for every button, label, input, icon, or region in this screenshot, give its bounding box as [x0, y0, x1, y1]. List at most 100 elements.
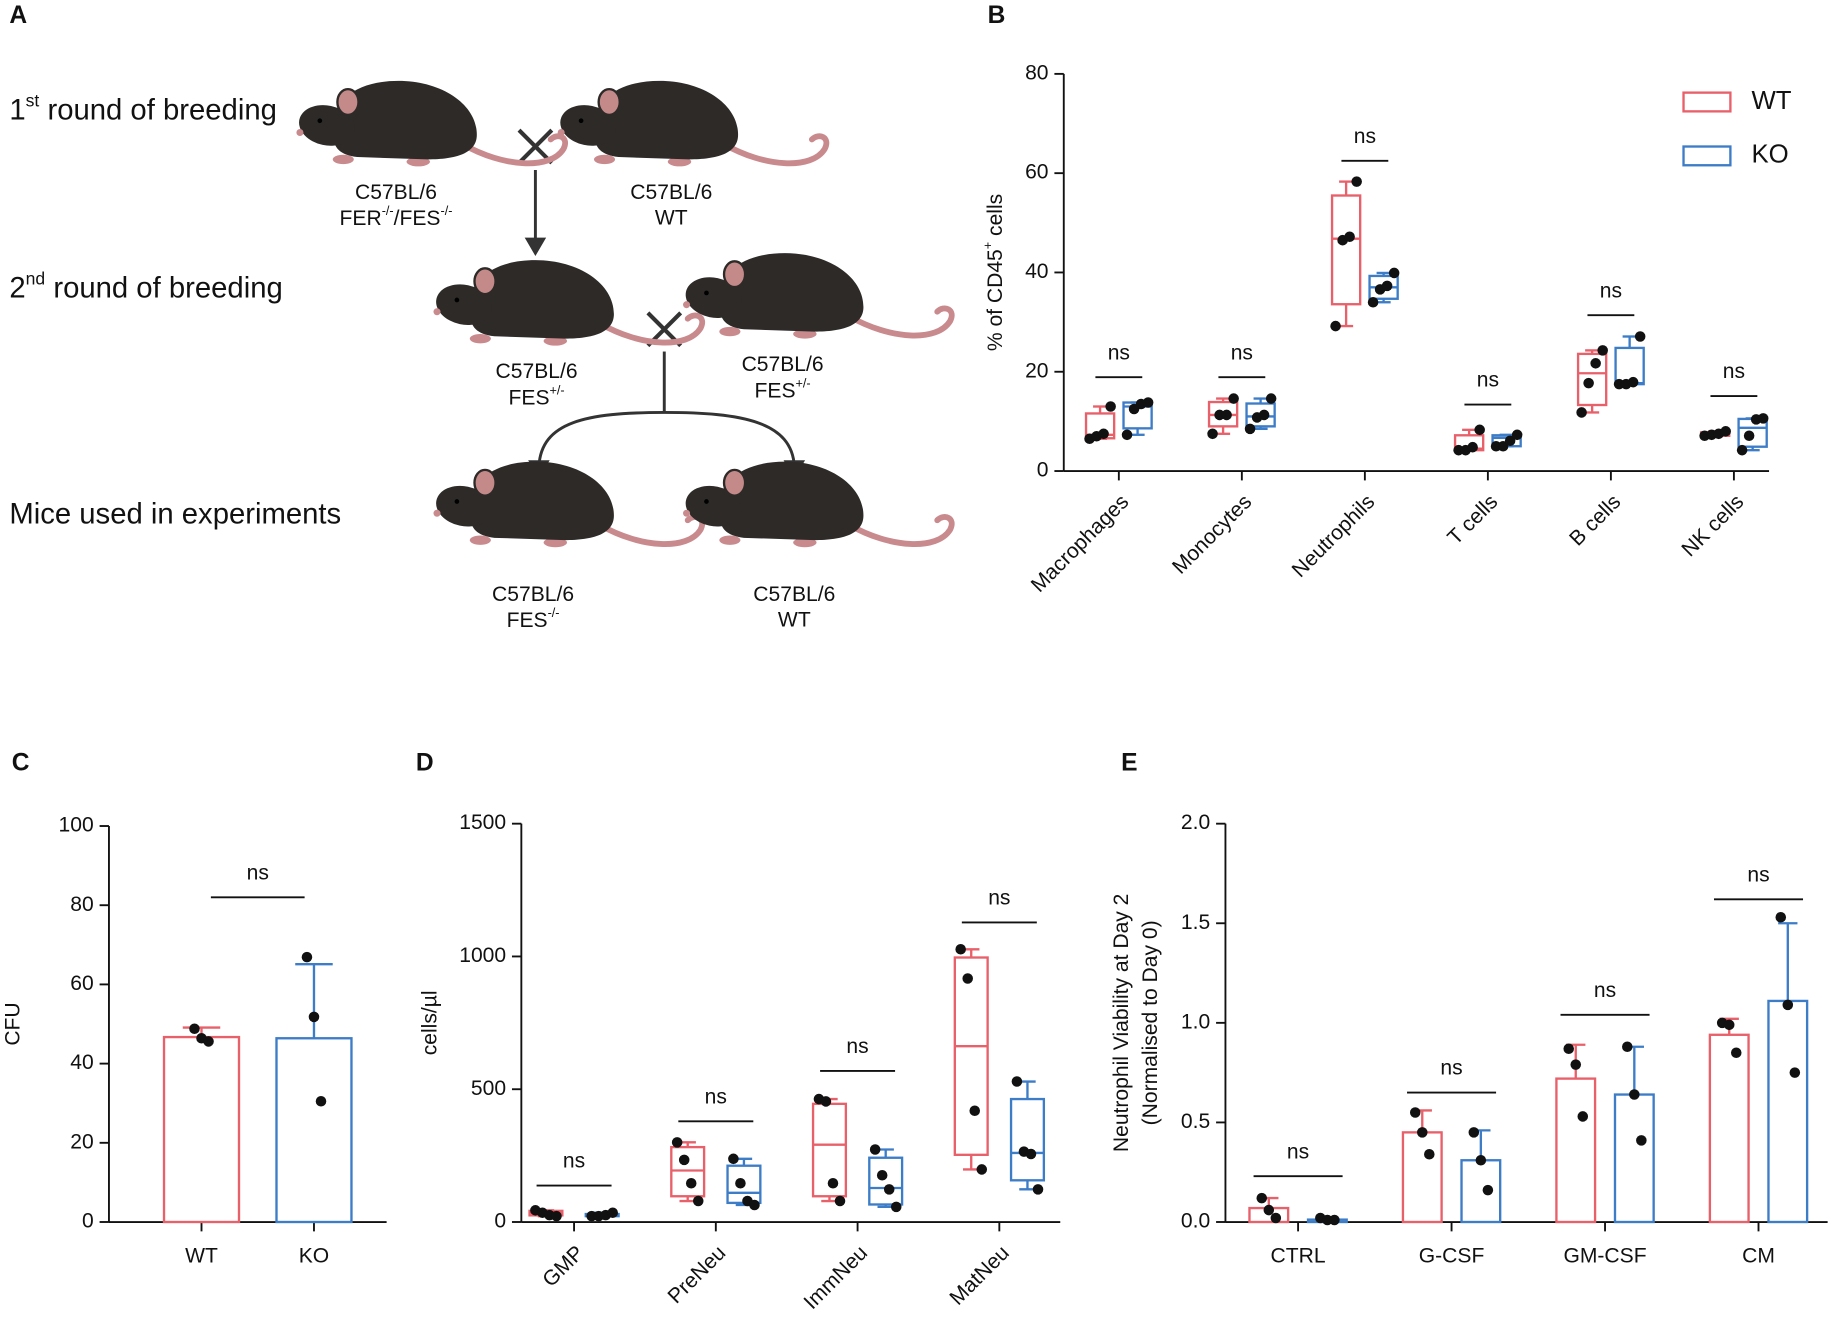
- significance-label: ns: [1440, 1057, 1462, 1080]
- legend-swatch: [1682, 91, 1732, 113]
- y-tick-label: 60: [1025, 161, 1048, 184]
- text-part: 2: [9, 271, 25, 304]
- y-tick-label: 2.0: [1181, 811, 1210, 834]
- data-point: [1270, 1212, 1282, 1224]
- mouse-label: C57BL/6: [753, 583, 835, 606]
- superscript: -/-: [548, 606, 560, 620]
- x-tick-label: CTRL: [1271, 1245, 1326, 1268]
- superscript: -/-: [441, 204, 453, 218]
- data-point: [1221, 409, 1232, 421]
- data-point: [671, 1137, 683, 1148]
- data-point: [1207, 428, 1218, 440]
- data-point: [685, 1177, 697, 1189]
- data-point: [1367, 296, 1379, 308]
- bar: [1708, 1033, 1750, 1224]
- y-tick-label: 500: [471, 1077, 506, 1100]
- x-tick-label: GM-CSF: [1563, 1245, 1646, 1268]
- mouse-label: FES-/-: [507, 606, 560, 631]
- box: [670, 1145, 706, 1198]
- significance-label: ns: [988, 887, 1010, 910]
- data-point: [1105, 401, 1116, 412]
- mouse-icon: [556, 81, 826, 167]
- x-tick-label: ImmNeu: [799, 1241, 872, 1314]
- text-part: FES: [509, 386, 550, 409]
- legend-label: WT: [1751, 87, 1791, 115]
- significance-label: ns: [1108, 341, 1130, 364]
- data-point: [834, 1195, 846, 1207]
- data-point: [869, 1144, 881, 1155]
- y-tick-label: 1500: [459, 811, 506, 834]
- significance-label: ns: [1287, 1140, 1309, 1163]
- x-tick-label: PreNeu: [664, 1241, 731, 1308]
- data-point: [1330, 320, 1341, 332]
- y-axis-sublabel: (Normalised to Day 0): [1139, 920, 1162, 1125]
- mouse-icon: [295, 81, 565, 167]
- data-point: [1730, 1047, 1742, 1058]
- data-point: [1482, 1184, 1494, 1196]
- x-tick-label: Macrophages: [1027, 490, 1134, 597]
- data-point: [607, 1207, 618, 1218]
- row-label: Mice used in experiments: [9, 497, 341, 530]
- row-label: 1st round of breeding: [9, 90, 277, 126]
- data-point: [1597, 345, 1608, 356]
- row-label: 2nd round of breeding: [9, 268, 282, 304]
- significance-label: ns: [1600, 279, 1622, 302]
- data-point: [883, 1184, 895, 1195]
- text-part: Mice used in experiments: [9, 497, 341, 530]
- data-point: [1511, 429, 1523, 441]
- panel-label: B: [988, 2, 1006, 29]
- significance-label: ns: [1477, 369, 1499, 392]
- y-tick-label: 80: [70, 893, 93, 916]
- panel-label: C: [12, 749, 30, 776]
- y-tick-label: 1.0: [1181, 1010, 1210, 1033]
- data-point: [203, 1036, 214, 1047]
- data-point: [1782, 999, 1794, 1011]
- mouse-icon: [682, 253, 952, 339]
- data-point: [1570, 1059, 1582, 1070]
- significance-label: ns: [247, 861, 269, 884]
- data-point: [749, 1199, 760, 1211]
- y-tick-label: 20: [70, 1130, 93, 1153]
- data-point: [1011, 1076, 1023, 1087]
- y-tick-label: 0: [82, 1210, 94, 1233]
- significance-label: ns: [1354, 125, 1376, 148]
- data-point: [1789, 1067, 1801, 1078]
- mouse-icon: [432, 462, 702, 548]
- data-point: [315, 1095, 327, 1107]
- bar: [162, 1035, 241, 1224]
- data-point: [1344, 231, 1355, 242]
- significance-label: ns: [846, 1035, 868, 1058]
- x-tick-label: WT: [185, 1245, 218, 1268]
- superscript: nd: [26, 268, 46, 288]
- y-tick-label: 1000: [459, 944, 506, 967]
- legend-swatch: [1682, 145, 1732, 167]
- data-point: [1258, 409, 1270, 421]
- significance-label: ns: [1723, 360, 1745, 383]
- bar: [1555, 1077, 1597, 1224]
- text-part: /FES: [394, 207, 441, 230]
- mouse-icon: [682, 462, 952, 548]
- data-point: [1263, 1204, 1275, 1216]
- data-point: [678, 1154, 690, 1166]
- data-point: [827, 1177, 839, 1189]
- y-axis-label: CFU: [2, 1002, 25, 1045]
- data-point: [1256, 1192, 1268, 1204]
- data-point: [1563, 1043, 1574, 1055]
- significance-label: ns: [563, 1150, 585, 1173]
- data-point: [820, 1096, 832, 1107]
- text-part: FES: [755, 379, 796, 402]
- data-point: [1381, 280, 1393, 292]
- data-point: [308, 1011, 320, 1023]
- data-point: [1576, 407, 1587, 418]
- mouse-label: C57BL/6: [355, 181, 437, 204]
- text-part: 1: [9, 93, 25, 126]
- bar: [1460, 1159, 1502, 1224]
- data-point: [1409, 1107, 1421, 1118]
- data-point: [1475, 1154, 1487, 1166]
- data-point: [1121, 429, 1133, 441]
- data-point: [1467, 441, 1478, 453]
- data-point: [876, 1169, 888, 1181]
- mouse-label: C57BL/6: [742, 353, 824, 376]
- superscript: -/-: [382, 204, 394, 218]
